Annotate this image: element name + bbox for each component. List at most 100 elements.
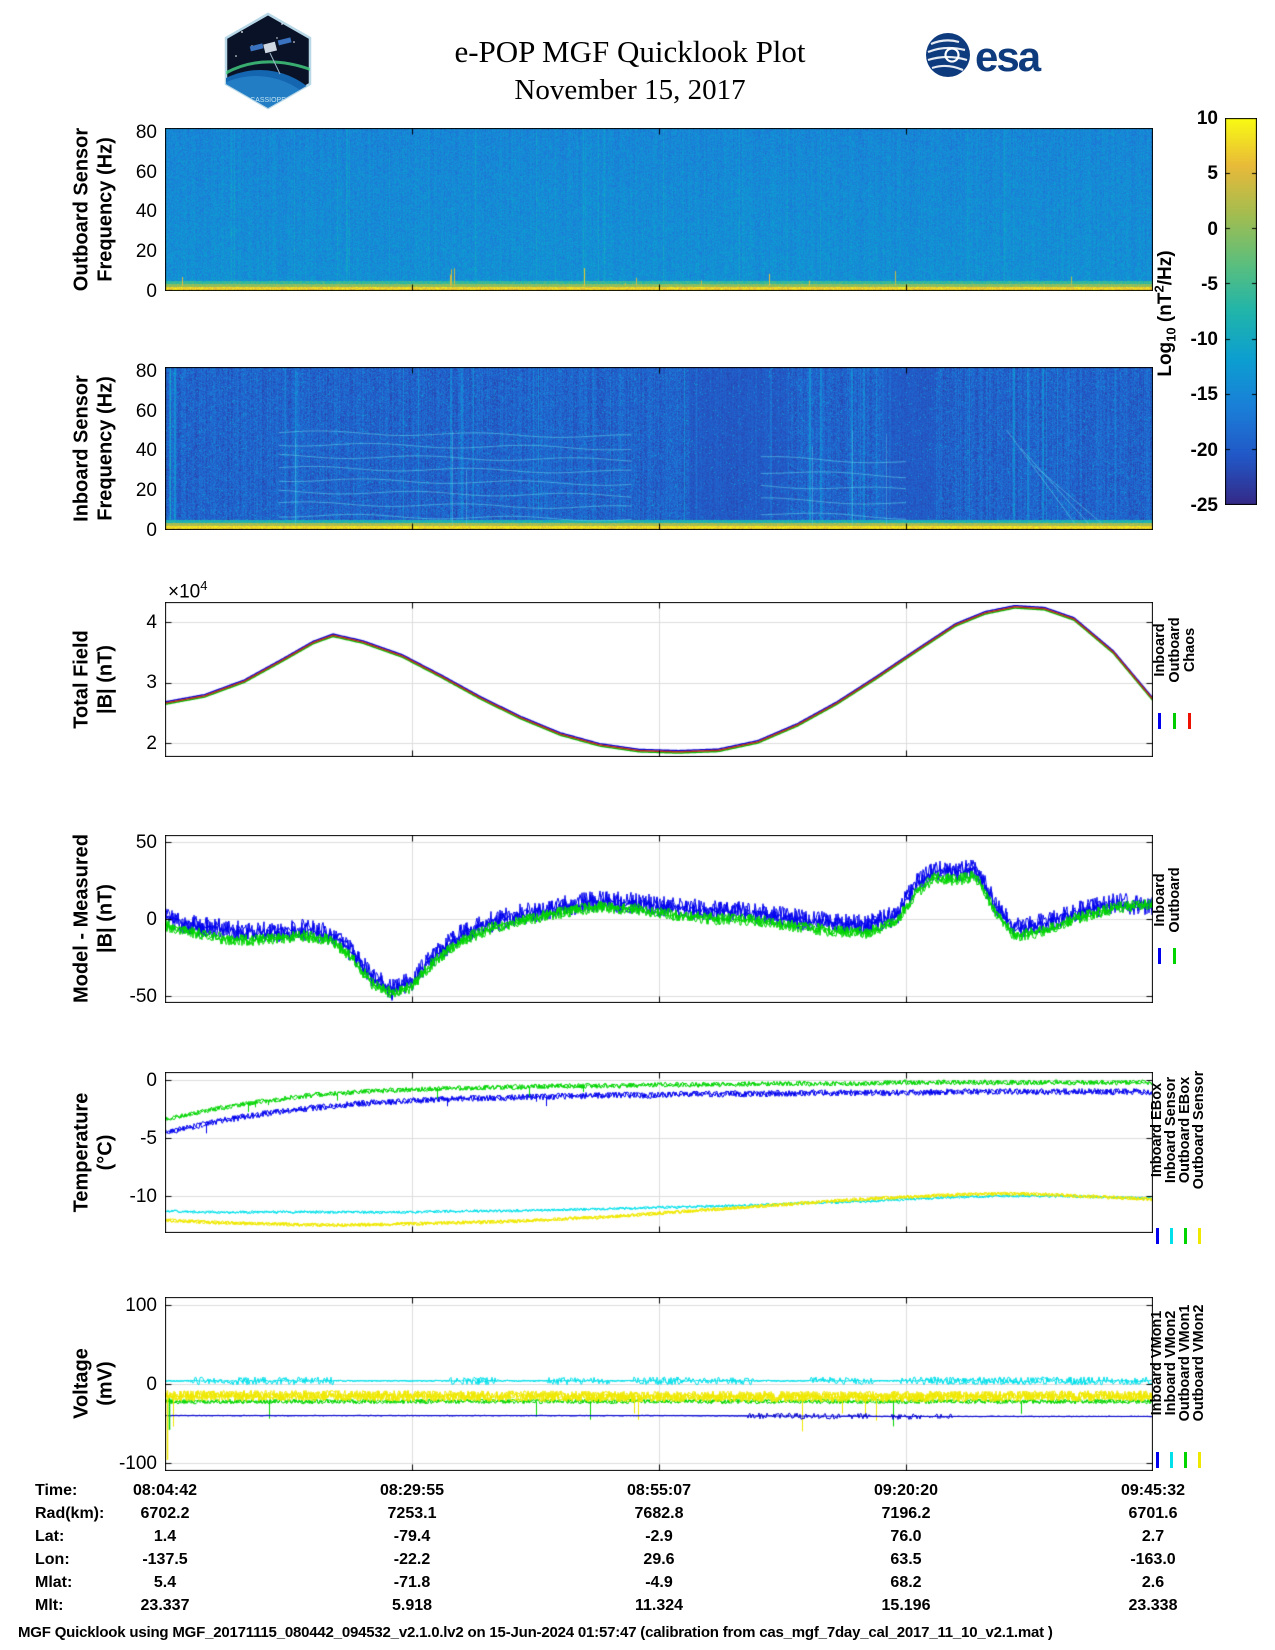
table-row-label: Time: [35, 1482, 78, 1499]
model-minus-measured-plot [165, 835, 1153, 1003]
table-cell: -4.9 [645, 1574, 673, 1591]
legend-swatch [1197, 1228, 1201, 1244]
cassiope-label: CASSIOPE [250, 97, 286, 104]
table-cell: 08:55:07 [626, 1482, 692, 1499]
ytick: 0 [146, 1070, 157, 1091]
ytick: 40 [135, 440, 157, 461]
table-row-label: Mlat: [35, 1574, 73, 1591]
inboard-spectrogram-plot [165, 367, 1153, 530]
table-cell: 63.5 [890, 1551, 922, 1568]
cassiope-mission-patch: CASSIOPE [224, 12, 312, 110]
ytick: 0 [146, 909, 157, 930]
legend-label: Outboard VMon2 [1191, 1304, 1207, 1421]
legend-swatch [1169, 1452, 1173, 1468]
table-cell: 7196.2 [881, 1505, 931, 1522]
table-cell: 15.196 [881, 1597, 931, 1614]
table-cell: 1.4 [153, 1528, 177, 1545]
table-cell: 08:04:42 [132, 1482, 198, 1499]
satellite-panel-left [249, 43, 264, 52]
table-cell: -2.9 [645, 1528, 673, 1545]
legend-swatches-model-measured [1152, 948, 1182, 964]
colorbar-label: Log10 (nT2/Hz) [1151, 250, 1179, 377]
legend-temperature: Inboard EBox Inboard Sensor Outboard EBo… [1149, 1055, 1207, 1205]
legend-swatch [1155, 1228, 1159, 1244]
ytick: 2 [146, 733, 157, 754]
legend-swatches-temperature [1150, 1228, 1206, 1244]
table-cell: 09:45:32 [1120, 1482, 1186, 1499]
total-field-plot [165, 602, 1153, 757]
table-cell: 68.2 [890, 1574, 922, 1591]
legend-total-field: Inboard Outboard Chaos [1151, 575, 1198, 725]
ytick: -10 [129, 1186, 157, 1207]
legend-swatch [1158, 948, 1161, 964]
voltage-plot [165, 1297, 1153, 1471]
axis-scale-multiplier: ×104 [168, 578, 208, 603]
ytick: -5 [140, 1128, 157, 1149]
colorbar-tick: -10 [1190, 329, 1218, 350]
legend-swatch [1169, 1228, 1173, 1244]
page-title: e-POP MGF Quicklook Plot [454, 34, 806, 69]
colorbar-tick: -15 [1190, 384, 1218, 405]
legend-swatch [1183, 1452, 1187, 1468]
legend-swatches-voltage [1150, 1452, 1206, 1468]
legend-label: Inboard [1151, 623, 1168, 677]
ytick: 60 [135, 401, 157, 422]
outboard-spectrogram-plot [165, 128, 1153, 291]
table-cell: 5.918 [391, 1597, 433, 1614]
colorbar-tick: 5 [1207, 163, 1218, 184]
ytick: -50 [129, 986, 157, 1007]
ytick: 40 [135, 201, 157, 222]
satellite-body [263, 41, 278, 54]
legend-swatch [1173, 948, 1176, 964]
legend-swatch [1197, 1452, 1201, 1468]
colorbar [1225, 118, 1257, 505]
ytick: 100 [125, 1295, 157, 1316]
table-row-label: Lat: [35, 1528, 65, 1545]
table-cell: 7253.1 [387, 1505, 437, 1522]
ytick: 20 [135, 480, 157, 501]
ytick: 0 [146, 520, 157, 541]
table-cell: 5.4 [153, 1574, 177, 1591]
table-cell: 6702.2 [140, 1505, 190, 1522]
legend-label: Outboard [1166, 617, 1183, 683]
legend-swatch [1183, 1228, 1187, 1244]
esa-logo: esa [926, 33, 1044, 80]
legend-swatch [1173, 713, 1176, 729]
ytick: 20 [135, 241, 157, 262]
ytick: 50 [135, 832, 157, 853]
table-cell: 2.7 [1141, 1528, 1165, 1545]
legend-swatch [1188, 713, 1191, 729]
colorbar-tick: -5 [1201, 274, 1218, 295]
colorbar-tick: -25 [1190, 495, 1218, 516]
colorbar-tick: -20 [1190, 440, 1218, 461]
esa-wordmark: esa [975, 33, 1042, 80]
table-cell: 6701.6 [1128, 1505, 1178, 1522]
ytick: 60 [135, 162, 157, 183]
ytick: 80 [135, 122, 157, 143]
legend-label: Outboard Sensor [1191, 1070, 1207, 1190]
table-row-label: Rad(km): [35, 1505, 105, 1522]
table-cell: -22.2 [393, 1551, 431, 1568]
ytick: 80 [135, 361, 157, 382]
table-cell: 7682.8 [634, 1505, 684, 1522]
table-cell: 23.338 [1128, 1597, 1178, 1614]
temperature-plot [165, 1072, 1153, 1233]
ytick: 3 [146, 672, 157, 693]
legend-label: Chaos [1181, 627, 1198, 673]
satellite-panel-right [277, 37, 292, 46]
ytick: 0 [146, 281, 157, 302]
ytick: -100 [118, 1453, 157, 1474]
legend-voltage: Inboard VMon1 Inboard VMon2 Outboard VMo… [1149, 1285, 1207, 1440]
table-row-label: Lon: [35, 1551, 70, 1568]
table-cell: 29.6 [643, 1551, 675, 1568]
colorbar-tick: 0 [1207, 219, 1218, 240]
legend-swatch [1155, 1452, 1159, 1468]
ytick: 4 [146, 612, 157, 633]
colorbar-tick: 10 [1196, 108, 1218, 129]
table-row-label: Mlt: [35, 1597, 64, 1614]
footer-provenance-text: MGF Quicklook using MGF_20171115_080442_… [18, 1624, 1053, 1641]
ytick: 0 [146, 1374, 157, 1395]
table-cell: -137.5 [142, 1551, 188, 1568]
page-date: November 15, 2017 [514, 74, 746, 106]
